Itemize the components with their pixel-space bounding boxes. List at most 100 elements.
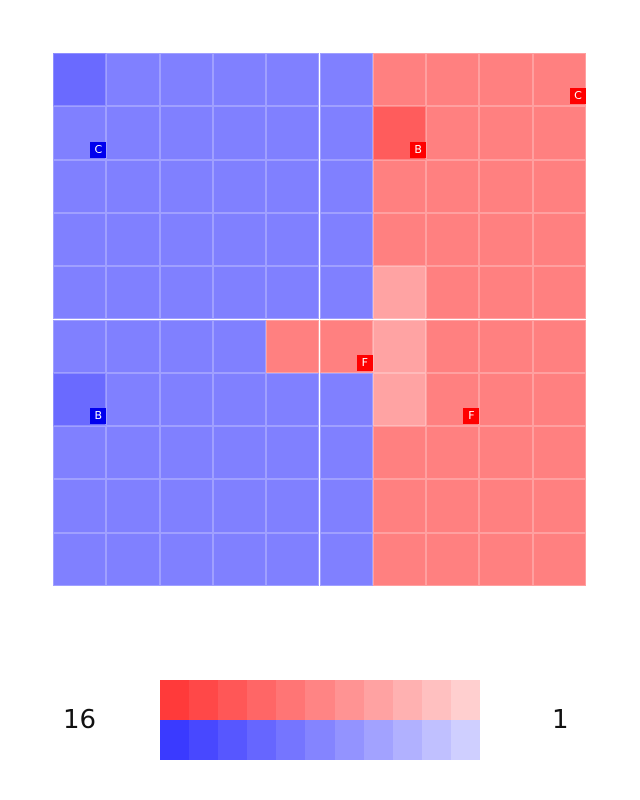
legend-swatch-blue: [450, 720, 480, 760]
board-cell: [426, 106, 480, 160]
board-cell: [479, 426, 533, 480]
scale-max-label: 16: [63, 705, 97, 735]
legend-swatch-blue: [334, 720, 364, 760]
board-cell: [53, 532, 107, 586]
board-cell: [106, 426, 160, 480]
board-cell: [159, 212, 213, 267]
board-cell: [532, 479, 586, 533]
board-cell: [212, 532, 267, 586]
board-cell: [212, 319, 267, 373]
board-cell: [266, 479, 320, 533]
board-cell: [106, 266, 160, 320]
board-cell: [266, 212, 320, 267]
legend-swatch-red: [363, 680, 393, 720]
board-cell: [426, 212, 480, 267]
board-cell: [266, 266, 320, 320]
legend-swatch-blue: [305, 720, 335, 760]
board-cell: [106, 106, 160, 160]
board-cell: [212, 212, 267, 267]
board-cell: [212, 426, 267, 480]
board-cell: [532, 159, 586, 213]
board-cell: [532, 372, 586, 427]
board-cell: [159, 159, 213, 213]
board-cell: [159, 266, 213, 320]
board-cell: [372, 53, 427, 107]
board-cell: [319, 426, 373, 480]
board-cell: [372, 319, 427, 373]
board-cell: [106, 212, 160, 267]
board-cell: [159, 372, 213, 427]
board-cell: [479, 159, 533, 213]
board-cell: [372, 212, 427, 267]
board-cell: [159, 53, 213, 107]
board-cell: [426, 266, 480, 320]
board-cell: [266, 319, 320, 373]
board-cell: [319, 53, 373, 107]
legend-swatch-blue: [189, 720, 219, 760]
board-cell: [212, 372, 267, 427]
legend-swatch-red: [334, 680, 364, 720]
board-cell: [479, 53, 533, 107]
board-cell: [266, 426, 320, 480]
board-cell: [319, 372, 373, 427]
board-cell: [53, 319, 107, 373]
board-cell: [479, 319, 533, 373]
board-cell: [372, 479, 427, 533]
board-cell: [159, 426, 213, 480]
board-cell: [426, 479, 480, 533]
cell-badge: C: [570, 88, 586, 105]
board-cell: [479, 479, 533, 533]
board-cell: [532, 426, 586, 480]
board-cell: [479, 532, 533, 586]
board-cell: [106, 319, 160, 373]
cell-badge: F: [356, 354, 373, 371]
board-cell: [426, 319, 480, 373]
legend-swatch-red: [160, 680, 190, 720]
board-cell: [266, 53, 320, 107]
board-cell: [479, 106, 533, 160]
board-cell: [53, 426, 107, 480]
board-cell: [266, 106, 320, 160]
board-cell: [426, 532, 480, 586]
color-scale-legend: [160, 680, 480, 760]
board-cell: [53, 159, 107, 213]
legend-swatch-red: [305, 680, 335, 720]
board-cell: [159, 532, 213, 586]
board-cell: [532, 212, 586, 267]
board-cell: [372, 426, 427, 480]
board-cell: [106, 53, 160, 107]
board-cell: [212, 479, 267, 533]
legend-swatch-red: [218, 680, 248, 720]
board-cell: [106, 479, 160, 533]
board-cell: [532, 53, 586, 107]
board-cell: [53, 53, 107, 107]
legend-swatch-blue: [160, 720, 190, 760]
legend-swatch-blue: [218, 720, 248, 760]
board-cell: [319, 532, 373, 586]
board-cell: [479, 266, 533, 320]
board-cell: [212, 53, 267, 107]
legend-swatch-red: [247, 680, 277, 720]
board-cell: [479, 372, 533, 427]
board-cell: [266, 372, 320, 427]
heatmap-board: C C B F B F: [53, 53, 586, 586]
board-cell: [532, 532, 586, 586]
legend-swatch-red: [421, 680, 451, 720]
board-cell: [532, 106, 586, 160]
board-cell: [319, 479, 373, 533]
legend-swatch-red: [276, 680, 306, 720]
board-cell: [106, 372, 160, 427]
board-cell: [319, 266, 373, 320]
legend-swatch-blue: [247, 720, 277, 760]
board-cell: [53, 479, 107, 533]
board-cell: [319, 159, 373, 213]
legend-swatch-blue: [392, 720, 422, 760]
cell-badge: C: [90, 141, 107, 158]
cell-badge: B: [410, 141, 427, 158]
legend-swatch-red: [189, 680, 219, 720]
board-cell: [372, 372, 427, 427]
board-cell: [479, 212, 533, 267]
board-cell: [426, 53, 480, 107]
scale-min-label: 1: [552, 705, 569, 735]
board-cell: [532, 319, 586, 373]
